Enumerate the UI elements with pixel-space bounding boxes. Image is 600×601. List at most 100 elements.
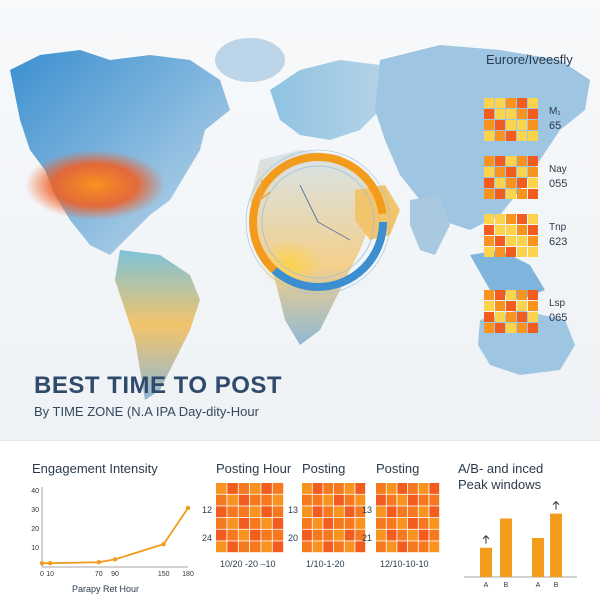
heatmap-cell bbox=[517, 178, 527, 188]
region-card-label: Tnp bbox=[549, 222, 567, 233]
region-card-value: 055 bbox=[549, 178, 568, 190]
heatmap-cell bbox=[484, 109, 494, 119]
heatmap-cell bbox=[386, 518, 397, 529]
heatmap-cell bbox=[528, 109, 538, 119]
heatmap-cell bbox=[376, 506, 386, 518]
heatmap-cell bbox=[216, 494, 227, 506]
heatmap-cell bbox=[517, 167, 527, 177]
heatmap-cell bbox=[376, 529, 386, 541]
heatmap-cell bbox=[302, 518, 312, 529]
ab-panel-title: A/B- and inced bbox=[458, 461, 544, 476]
heatmap-cell bbox=[355, 529, 366, 541]
heatmap-cell bbox=[506, 236, 516, 246]
heatmap-cell bbox=[495, 236, 505, 246]
region-heatmap-0 bbox=[484, 98, 538, 141]
ab-bar bbox=[500, 518, 512, 577]
heatmap-cell bbox=[429, 541, 440, 553]
heatmap-cell bbox=[261, 529, 272, 541]
heatmap-cell bbox=[272, 518, 284, 529]
heatmap-cell bbox=[528, 247, 538, 257]
heatmap-cell bbox=[495, 290, 505, 300]
heatmap-cell bbox=[312, 506, 323, 518]
heatmap-cell bbox=[484, 323, 494, 333]
world-map: Eurore/Iveesfly M₁ 65 Nay 055 Tnp 623 Lsp 065 B… bbox=[0, 0, 600, 440]
posting-panel-title: Posting bbox=[376, 461, 420, 476]
heatmap-cell bbox=[250, 494, 261, 506]
heatmap-cell bbox=[216, 541, 227, 553]
heatmap-cell bbox=[250, 529, 261, 541]
posting-row-label: 20 bbox=[288, 533, 299, 543]
heatmap-cell bbox=[528, 323, 538, 333]
heatmap-cell bbox=[528, 98, 538, 108]
heatmap-cell bbox=[506, 120, 516, 130]
heatmap-cell bbox=[495, 98, 505, 108]
engagement-point bbox=[161, 541, 166, 547]
heatmap-cell bbox=[272, 541, 284, 553]
ab-bar bbox=[532, 538, 544, 577]
heatmap-cell bbox=[418, 518, 429, 529]
heatmap-cell bbox=[216, 529, 227, 541]
heatmap-cell bbox=[495, 247, 505, 257]
heatmap-cell bbox=[495, 312, 505, 322]
heatmap-cell bbox=[323, 518, 334, 529]
posting-panel-title: Posting bbox=[302, 461, 346, 476]
page-subtitle: By TIME ZONE (N.A IPA Day-dity-Hour bbox=[34, 404, 259, 419]
heatmap-cell bbox=[528, 301, 538, 311]
continent-europe bbox=[270, 60, 395, 140]
x-tick-label: 150 bbox=[158, 571, 170, 578]
heatmap-cell bbox=[495, 323, 505, 333]
engagement-point bbox=[185, 505, 191, 511]
heatmap-cell bbox=[495, 189, 505, 199]
heatmap-cell bbox=[355, 541, 366, 553]
heatmap-cell bbox=[238, 541, 250, 553]
x-tick-label: 180 bbox=[182, 571, 194, 578]
y-tick-label: 30 bbox=[31, 507, 39, 514]
heatmap-cell bbox=[250, 506, 261, 518]
heatmap-cell bbox=[386, 506, 397, 518]
heatmap-cell bbox=[397, 529, 408, 541]
heatmap-cell bbox=[261, 494, 272, 506]
posting-row-label: 13 bbox=[288, 505, 299, 515]
heatmap-cell bbox=[517, 156, 527, 166]
bottom-panels: Engagement Intensity 10 20 30 40 0 10 70 90 150 1… bbox=[0, 440, 600, 601]
engagement-panel-title: Engagement Intensity bbox=[32, 461, 158, 476]
y-tick-label: 20 bbox=[31, 526, 39, 533]
ab-panel-subtitle: Peak windows bbox=[458, 477, 542, 492]
heatmap-cell bbox=[484, 214, 494, 224]
heatmap-cell bbox=[528, 225, 538, 235]
x-tick-label: 90 bbox=[111, 571, 119, 578]
heatmap-cell bbox=[429, 506, 440, 518]
continent-south-america bbox=[115, 250, 200, 400]
heatmap-cell bbox=[408, 541, 418, 553]
heatmap-cell bbox=[312, 483, 323, 494]
posting-heatmap-1 bbox=[302, 483, 366, 553]
heatmap-cell bbox=[528, 312, 538, 322]
region-heatmap-3 bbox=[484, 290, 538, 333]
heatmap-cell bbox=[408, 529, 418, 541]
heatmap-cell bbox=[312, 529, 323, 541]
heatmap-cell bbox=[355, 518, 366, 529]
continent-africa bbox=[250, 150, 375, 345]
heatmap-cell bbox=[517, 236, 527, 246]
heatmap-cell bbox=[261, 506, 272, 518]
posting-panel-footer: 12/10-10-10 bbox=[380, 559, 429, 569]
heatmap-cell bbox=[227, 518, 238, 529]
heatmap-cell bbox=[484, 236, 494, 246]
heatmap-cell bbox=[517, 247, 527, 257]
region-card-label: M₁ bbox=[549, 106, 561, 117]
heatmap-cell bbox=[238, 494, 250, 506]
ab-category-label: B bbox=[504, 582, 509, 589]
heatmap-cell bbox=[227, 494, 238, 506]
heatmap-cell bbox=[484, 247, 494, 257]
ab-category-label: A bbox=[484, 582, 489, 589]
posting-row-label: 12 bbox=[202, 505, 213, 515]
heatmap-cell bbox=[418, 506, 429, 518]
heatmap-cell bbox=[484, 156, 494, 166]
heatmap-cell bbox=[238, 518, 250, 529]
ab-category-label: A bbox=[536, 582, 541, 589]
heatmap-cell bbox=[334, 494, 344, 506]
heatmap-cell bbox=[408, 494, 418, 506]
heatmap-cell bbox=[517, 131, 527, 141]
heatmap-cell bbox=[376, 494, 386, 506]
